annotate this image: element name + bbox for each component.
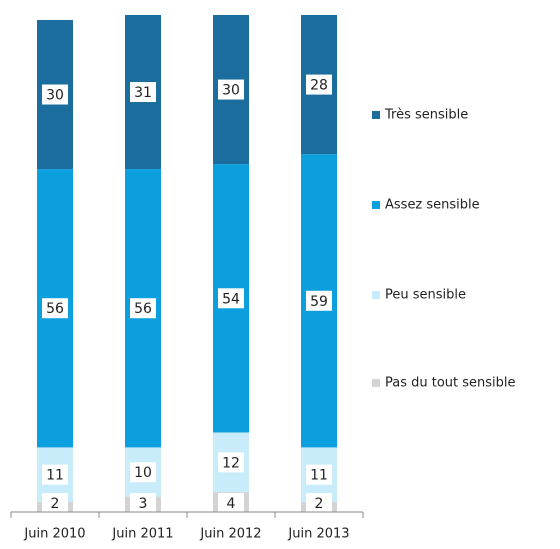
- data-label-box: [130, 462, 156, 483]
- x-tick-label: Juin 2010: [23, 527, 85, 542]
- legend-swatch: [372, 201, 380, 209]
- data-label-box: [218, 452, 244, 473]
- data-label: 56: [46, 301, 64, 317]
- data-label-box: [218, 493, 244, 513]
- data-label: 28: [310, 78, 328, 94]
- data-label: 59: [310, 294, 328, 310]
- data-label-box: [130, 493, 156, 513]
- data-label-box: [42, 493, 68, 513]
- data-label-box: [306, 493, 332, 513]
- data-label: 2: [315, 496, 324, 512]
- data-label: 2: [51, 496, 60, 512]
- data-label-box: [306, 290, 332, 311]
- data-label: 4: [227, 496, 236, 512]
- data-label-box: [42, 84, 68, 105]
- data-label: 30: [222, 83, 240, 99]
- data-label: 10: [134, 465, 152, 481]
- legend-label: Très sensible: [384, 108, 468, 123]
- legend-label: Assez sensible: [385, 198, 480, 213]
- data-label: 30: [46, 88, 64, 104]
- legend-label: Peu sensible: [385, 288, 466, 303]
- data-label-box: [130, 298, 156, 319]
- data-label: 56: [134, 301, 152, 317]
- data-label: 3: [139, 496, 148, 512]
- data-label-box: [306, 464, 332, 485]
- x-tick-label: Juin 2012: [199, 527, 261, 542]
- data-label-box: [130, 82, 156, 103]
- x-tick-label: Juin 2011: [111, 527, 173, 542]
- data-label-box: [306, 74, 332, 95]
- legend-label: Pas du tout sensible: [385, 376, 516, 391]
- x-tick-label: Juin 2013: [287, 527, 349, 542]
- data-label: 54: [222, 291, 240, 307]
- data-label: 11: [310, 468, 328, 484]
- data-label: 12: [222, 455, 240, 471]
- data-label-box: [42, 298, 68, 319]
- data-label-box: [42, 464, 68, 485]
- legend-swatch: [372, 379, 380, 387]
- data-label: 31: [134, 85, 152, 101]
- legend-swatch: [372, 291, 380, 299]
- data-label-box: [218, 79, 244, 100]
- data-label: 11: [46, 468, 64, 484]
- legend-swatch: [372, 111, 380, 119]
- data-label-box: [218, 288, 244, 309]
